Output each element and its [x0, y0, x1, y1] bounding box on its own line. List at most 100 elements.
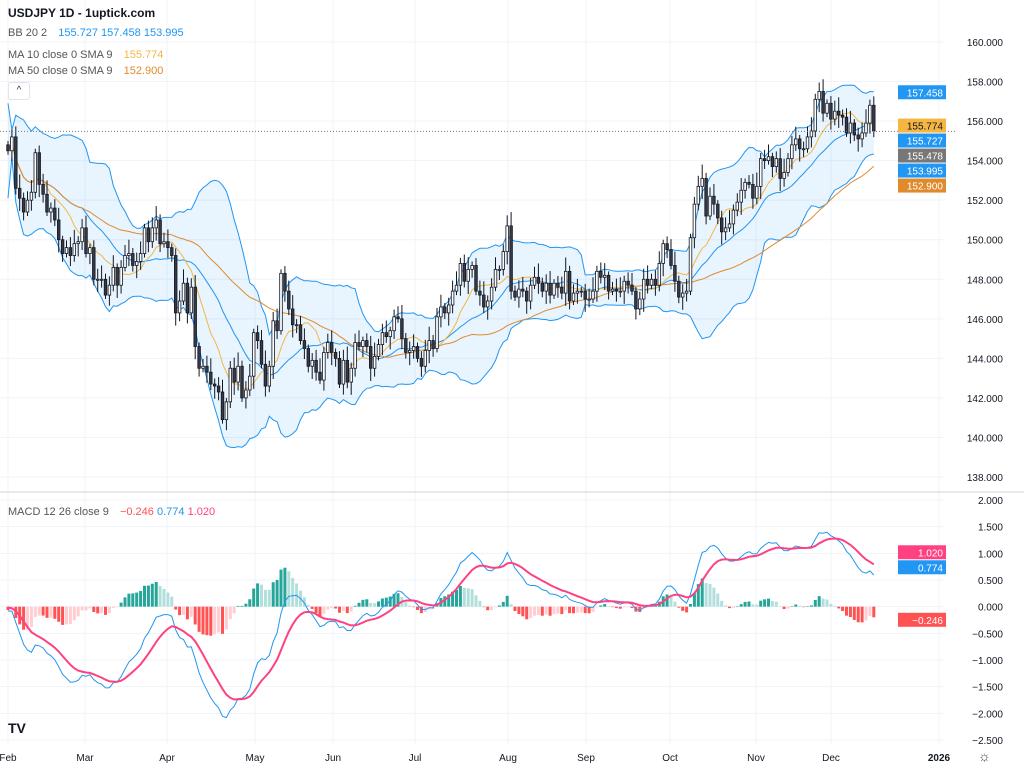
candle — [111, 255, 115, 292]
candle-body — [212, 383, 217, 387]
macd-histogram-bar — [123, 597, 127, 607]
candle-body — [556, 282, 560, 288]
bb-label: BB 20 2 — [8, 27, 48, 39]
candle — [525, 287, 529, 314]
macd-histogram-bar — [107, 606, 111, 614]
candle-body — [25, 199, 30, 213]
macd-histogram-bar — [864, 606, 868, 621]
candle — [692, 196, 697, 249]
macd-histogram-bar — [802, 606, 806, 608]
candle — [755, 172, 759, 205]
candle — [173, 248, 178, 326]
candle-body — [485, 300, 490, 308]
candle-body — [712, 195, 716, 205]
macd-histogram-bar — [260, 584, 263, 607]
macd-histogram-bar — [41, 606, 45, 616]
macd-hist-value: −0.246 — [119, 506, 154, 518]
candle-body — [29, 191, 34, 201]
candle — [751, 173, 755, 209]
candle-body — [14, 136, 18, 189]
macd-histogram-bar — [630, 606, 634, 609]
candle — [688, 233, 693, 296]
candle-body — [801, 148, 806, 151]
candle-body — [786, 158, 790, 173]
candle — [552, 279, 556, 300]
candle-body — [665, 243, 669, 251]
candle-body — [353, 342, 357, 369]
macd-histogram-bar — [100, 606, 104, 614]
candle — [119, 260, 123, 294]
bb-middle-line — [7, 122, 874, 376]
candle — [146, 220, 151, 253]
candle — [474, 258, 478, 296]
gear-icon[interactable]: ☼ — [978, 748, 991, 764]
candle-body — [84, 227, 88, 254]
macd-line — [7, 531, 875, 719]
candle — [852, 119, 856, 142]
candle-body — [544, 282, 548, 292]
candle-body — [739, 189, 743, 203]
macd-histogram-bar — [197, 606, 201, 632]
candle-body — [540, 282, 544, 292]
candle-body — [427, 340, 431, 351]
candle-body — [275, 320, 279, 332]
candle-body — [505, 225, 509, 252]
candle — [673, 251, 677, 292]
candle — [431, 334, 435, 357]
candle-body — [700, 178, 704, 187]
bb-lower-line — [7, 153, 874, 449]
candle — [677, 275, 681, 304]
bb-middle-value: 155.727 — [58, 27, 98, 39]
chevron-up-icon[interactable]: ^ — [8, 82, 30, 100]
bb-lower-value: 153.995 — [143, 27, 184, 39]
candle-body — [868, 104, 872, 124]
candle — [443, 303, 447, 320]
macd-histogram-bar — [322, 606, 326, 614]
macd-histogram-bar — [154, 581, 158, 607]
macd-histogram-bar — [778, 606, 782, 607]
candle-body — [743, 181, 747, 191]
candle — [435, 307, 439, 353]
candle — [92, 240, 96, 286]
candle-body — [228, 367, 232, 403]
candle — [170, 243, 174, 262]
candle — [774, 151, 778, 173]
candle — [353, 333, 357, 377]
candle-body — [829, 102, 833, 120]
macd-histogram-bar — [564, 606, 568, 611]
candle-body — [501, 251, 505, 270]
candle-body — [185, 282, 190, 314]
candle — [283, 266, 287, 302]
candle — [388, 326, 392, 350]
candle-body — [41, 183, 45, 195]
candle-body — [735, 201, 739, 211]
candle — [53, 199, 57, 227]
candle-body — [302, 340, 307, 349]
price-label-box — [898, 85, 946, 100]
candle — [384, 320, 388, 343]
candle-body — [103, 278, 108, 296]
candle — [497, 265, 502, 280]
candle — [532, 266, 537, 290]
candle — [848, 110, 853, 144]
candle — [595, 265, 599, 302]
candle-body — [115, 267, 119, 286]
candle — [801, 141, 806, 158]
candle — [727, 210, 732, 232]
candle — [220, 379, 225, 424]
macd-histogram-bar — [591, 606, 595, 612]
candle-body — [610, 288, 615, 292]
price-label-box — [898, 148, 946, 163]
candle — [228, 361, 232, 409]
macd-histogram-bar — [271, 582, 275, 607]
macd-histogram-bar — [677, 606, 681, 608]
macd-histogram-bar — [166, 592, 170, 607]
candle-body — [618, 290, 622, 293]
candle — [365, 333, 369, 353]
macd-histogram-bar — [700, 578, 704, 607]
candle-body — [10, 136, 14, 152]
candle — [626, 272, 630, 294]
macd-value-label: 0.774 — [918, 563, 943, 574]
candle — [649, 273, 654, 290]
